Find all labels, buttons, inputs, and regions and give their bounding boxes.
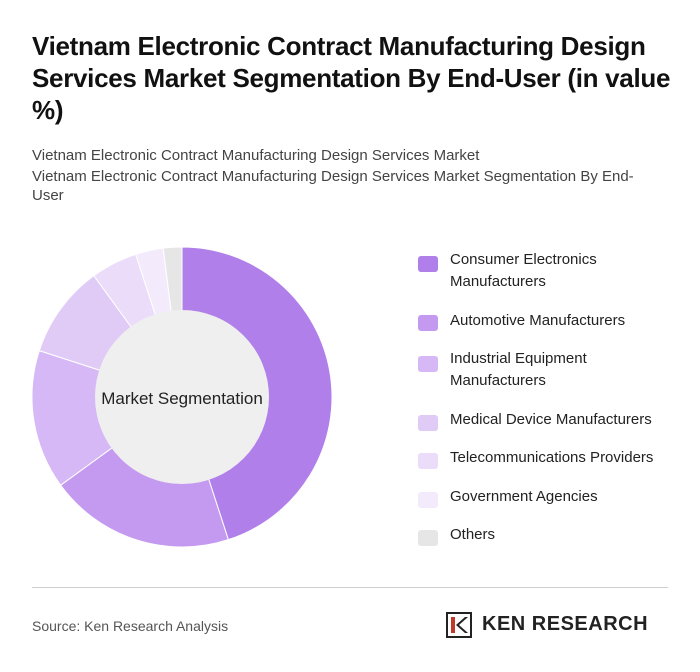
logo-text: KEN RESEARCH — [482, 613, 649, 635]
legend-swatch — [418, 453, 438, 469]
legend-swatch — [418, 492, 438, 508]
legend-label: Government Agencies — [450, 488, 598, 505]
footer-divider — [32, 587, 668, 588]
chart-title: Vietnam Electronic Contract Manufacturin… — [32, 31, 671, 125]
legend-label: Consumer Electronics Manufacturers — [450, 251, 597, 290]
donut-hole — [95, 310, 269, 484]
legend-label: Others — [450, 526, 496, 543]
legend-swatch — [418, 530, 438, 546]
legend-swatch — [418, 315, 438, 331]
chart-subtitle-line1: Vietnam Electronic Contract Manufacturin… — [32, 147, 480, 164]
legend-label: Medical Device Manufacturers — [450, 411, 652, 428]
legend-swatch — [418, 356, 438, 372]
legend-label: Industrial Equipment Manufacturers — [450, 350, 587, 389]
source-note: Source: Ken Research Analysis — [32, 618, 229, 634]
donut-chart: Market Segmentation — [31, 246, 333, 548]
chart-subtitle-line2: Vietnam Electronic Contract Manufacturin… — [32, 168, 634, 204]
ken-research-logo-icon — [446, 612, 472, 638]
legend-swatch — [418, 256, 438, 272]
center-label: Market Segmentation — [101, 389, 263, 408]
legend-label: Telecommunications Providers — [450, 449, 654, 466]
legend-label: Automotive Manufacturers — [450, 312, 626, 329]
legend-swatch — [418, 415, 438, 431]
